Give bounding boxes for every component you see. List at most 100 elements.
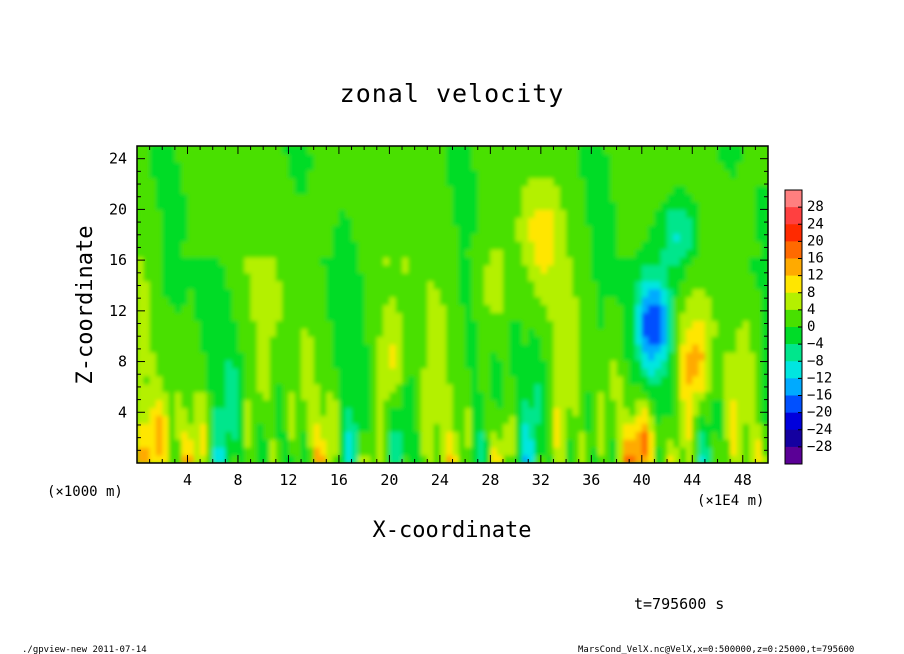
field-cell xyxy=(256,375,264,385)
field-cell xyxy=(711,193,719,203)
field-cell xyxy=(566,217,573,226)
field-cell xyxy=(187,217,195,226)
field-cell xyxy=(603,288,611,298)
field-cell xyxy=(502,455,510,463)
field-cell xyxy=(717,455,725,463)
field-cell xyxy=(414,447,422,456)
field-cell xyxy=(704,256,712,266)
field-cell xyxy=(187,391,195,401)
field-cell xyxy=(263,225,271,234)
field-cell xyxy=(547,241,555,250)
field-cell xyxy=(591,249,599,258)
field-cell xyxy=(269,272,277,282)
field-cell xyxy=(654,249,662,258)
colorbar-segment xyxy=(785,207,802,225)
field-cell xyxy=(547,185,555,195)
field-cell xyxy=(471,328,479,337)
field-cell xyxy=(269,296,277,306)
field-cell xyxy=(446,193,454,203)
field-cell xyxy=(244,352,252,361)
field-cell xyxy=(149,367,157,377)
field-cell xyxy=(155,241,163,250)
field-cell xyxy=(143,415,151,424)
field-cell xyxy=(534,439,542,448)
field-cell xyxy=(439,256,447,266)
field-cell xyxy=(578,201,586,210)
field-cell xyxy=(288,169,296,179)
field-cell xyxy=(502,399,510,409)
field-cell xyxy=(326,272,334,282)
field-cell xyxy=(585,399,592,409)
field-cell xyxy=(692,320,700,329)
field-cell xyxy=(641,185,649,195)
field-cell xyxy=(534,201,542,210)
field-cell xyxy=(698,455,706,463)
field-cell xyxy=(294,367,302,377)
field-cell xyxy=(761,320,768,329)
field-cell xyxy=(225,233,233,242)
field-cell xyxy=(345,312,353,321)
field-cell xyxy=(288,352,296,361)
field-cell xyxy=(250,312,258,321)
field-cell xyxy=(679,344,687,353)
field-cell xyxy=(673,431,681,440)
field-cell xyxy=(275,328,283,337)
field-cell xyxy=(654,391,662,401)
field-cell xyxy=(679,225,687,234)
field-cell xyxy=(313,415,321,424)
field-cell xyxy=(521,367,529,377)
field-cell xyxy=(452,249,460,258)
field-cell xyxy=(181,146,189,155)
field-cell xyxy=(742,423,750,432)
field-cell xyxy=(319,296,327,306)
field-cell xyxy=(490,328,498,337)
field-cell xyxy=(155,256,163,266)
field-cell xyxy=(622,193,630,203)
field-cell xyxy=(244,367,252,377)
field-cell xyxy=(673,153,681,163)
field-cell xyxy=(282,217,290,226)
field-cell xyxy=(723,312,731,321)
field-cell xyxy=(685,423,693,432)
field-cell xyxy=(685,146,693,155)
field-cell xyxy=(730,264,738,274)
field-cell xyxy=(730,407,738,417)
field-cell xyxy=(149,249,157,258)
field-cell xyxy=(502,146,510,155)
field-cell xyxy=(654,217,662,226)
field-cell xyxy=(547,153,555,163)
field-cell xyxy=(698,161,706,171)
field-cell xyxy=(282,320,290,329)
field-cell xyxy=(364,423,372,432)
field-cell xyxy=(168,264,176,274)
field-cell xyxy=(345,225,353,234)
field-cell xyxy=(730,359,738,369)
field-cell xyxy=(742,320,750,329)
field-cell xyxy=(629,367,637,377)
field-cell xyxy=(761,296,768,306)
field-cell xyxy=(370,272,378,282)
field-cell xyxy=(408,423,416,432)
field-cell xyxy=(597,264,605,274)
field-cell xyxy=(749,415,756,424)
field-cell xyxy=(402,439,409,448)
field-cell xyxy=(206,193,214,203)
field-cell xyxy=(174,431,182,440)
field-cell xyxy=(244,447,252,456)
field-cell xyxy=(143,264,151,274)
field-cell xyxy=(256,447,264,456)
field-cell xyxy=(704,375,712,385)
field-cell xyxy=(723,336,731,345)
field-cell xyxy=(294,336,302,345)
field-cell xyxy=(193,296,201,306)
field-cell xyxy=(534,169,542,179)
field-cell xyxy=(622,447,630,456)
field-cell xyxy=(559,336,567,345)
field-cell xyxy=(597,153,605,163)
field-cell xyxy=(685,407,693,417)
field-cell xyxy=(212,359,220,369)
field-cell xyxy=(313,399,321,409)
colorbar-label: −8 xyxy=(807,353,824,369)
field-cell xyxy=(338,439,346,448)
field-cell xyxy=(641,344,649,353)
